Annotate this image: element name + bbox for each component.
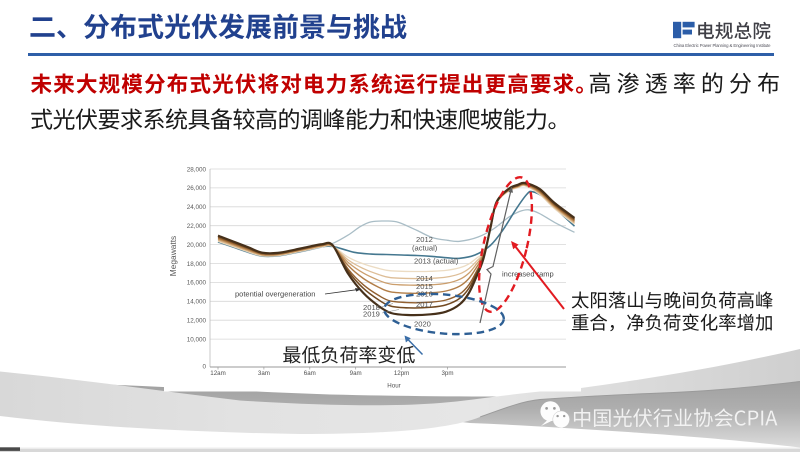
svg-text:2018: 2018 xyxy=(363,303,380,312)
svg-text:24,000: 24,000 xyxy=(187,204,207,211)
svg-text:26,000: 26,000 xyxy=(187,185,207,192)
svg-text:22,000: 22,000 xyxy=(187,223,207,230)
svg-text:increased ramp: increased ramp xyxy=(502,270,554,279)
svg-text:(actual): (actual) xyxy=(412,244,438,253)
svg-text:2020: 2020 xyxy=(414,320,431,329)
svg-text:3pm: 3pm xyxy=(441,370,453,377)
svg-text:12,000: 12,000 xyxy=(187,318,207,325)
svg-text:2012: 2012 xyxy=(416,235,433,244)
svg-text:6am: 6am xyxy=(304,370,316,377)
svg-text:9am: 9am xyxy=(350,370,362,377)
svg-text:12pm: 12pm xyxy=(394,370,409,377)
svg-text:20,000: 20,000 xyxy=(187,242,207,249)
svg-text:2017: 2017 xyxy=(416,300,433,309)
svg-text:12am: 12am xyxy=(210,370,225,377)
svg-text:10,000: 10,000 xyxy=(187,336,207,343)
svg-text:2019: 2019 xyxy=(363,310,380,319)
svg-text:28,000: 28,000 xyxy=(187,166,207,173)
svg-text:16,000: 16,000 xyxy=(187,280,207,287)
svg-text:14,000: 14,000 xyxy=(187,299,207,306)
svg-text:2014: 2014 xyxy=(416,274,433,283)
svg-text:2013 (actual): 2013 (actual) xyxy=(414,257,459,266)
svg-text:China Electric Power Planning: China Electric Power Planning & Engineer… xyxy=(674,43,772,48)
svg-text:3am: 3am xyxy=(258,370,270,377)
svg-text:2015: 2015 xyxy=(416,282,433,291)
svg-text:Hour: Hour xyxy=(387,382,400,389)
svg-text:18,000: 18,000 xyxy=(187,261,207,268)
svg-text:0: 0 xyxy=(202,363,206,370)
svg-text:Megawatts: Megawatts xyxy=(168,236,178,277)
svg-text:potential overgeneration: potential overgeneration xyxy=(235,290,315,299)
